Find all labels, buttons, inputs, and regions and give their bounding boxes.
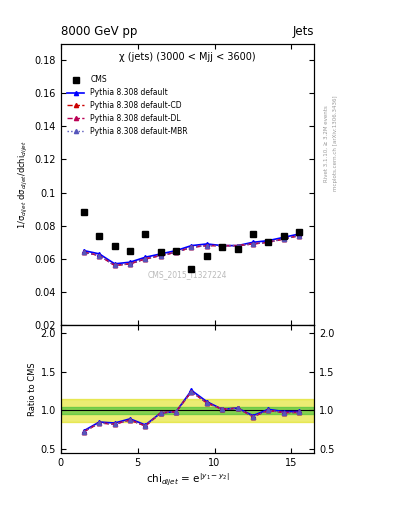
Pythia 8.308 default: [297, 231, 301, 237]
Pythia 8.308 default-CD: [128, 261, 132, 267]
Text: mcplots.cern.ch [arXiv:1306.3436]: mcplots.cern.ch [arXiv:1306.3436]: [333, 96, 338, 191]
Pythia 8.308 default-DL: [297, 232, 301, 239]
Pythia 8.308 default-CD: [235, 243, 240, 249]
Pythia 8.308 default: [220, 243, 224, 249]
Pythia 8.308 default-MBR: [82, 249, 86, 255]
CMS: [128, 247, 132, 253]
Text: Rivet 3.1.10, ≥ 3.2M events: Rivet 3.1.10, ≥ 3.2M events: [324, 105, 329, 182]
CMS: [174, 247, 178, 253]
CMS: [158, 249, 163, 255]
Y-axis label: Ratio to CMS: Ratio to CMS: [28, 362, 37, 416]
CMS: [189, 266, 194, 272]
Pythia 8.308 default-CD: [281, 236, 286, 242]
Text: χ (jets) (3000 < Mjj < 3600): χ (jets) (3000 < Mjj < 3600): [119, 52, 256, 62]
Pythia 8.308 default-MBR: [297, 232, 301, 239]
Pythia 8.308 default: [112, 261, 117, 267]
CMS: [297, 229, 301, 236]
Pythia 8.308 default-DL: [128, 261, 132, 267]
Pythia 8.308 default-MBR: [251, 241, 255, 247]
CMS: [82, 209, 86, 216]
Pythia 8.308 default: [82, 247, 86, 253]
Line: Pythia 8.308 default: Pythia 8.308 default: [82, 232, 301, 266]
Pythia 8.308 default-MBR: [112, 263, 117, 269]
Pythia 8.308 default-DL: [281, 236, 286, 242]
Pythia 8.308 default-CD: [82, 249, 86, 255]
Pythia 8.308 default-MBR: [189, 244, 194, 250]
Bar: [61, 407, 314, 414]
Pythia 8.308 default: [128, 259, 132, 265]
CMS: [220, 244, 224, 250]
Pythia 8.308 default-DL: [82, 249, 86, 255]
CMS: [112, 243, 117, 249]
Line: Pythia 8.308 default-DL: Pythia 8.308 default-DL: [82, 233, 301, 268]
Pythia 8.308 default: [251, 239, 255, 245]
Pythia 8.308 default: [235, 243, 240, 249]
Pythia 8.308 default-CD: [251, 241, 255, 247]
Pythia 8.308 default-DL: [97, 252, 102, 259]
Pythia 8.308 default-DL: [112, 263, 117, 269]
Bar: [61, 399, 314, 422]
Pythia 8.308 default-MBR: [235, 243, 240, 249]
CMS: [251, 231, 255, 237]
Line: Pythia 8.308 default-CD: Pythia 8.308 default-CD: [82, 233, 301, 268]
Pythia 8.308 default: [266, 238, 271, 244]
Pythia 8.308 default-DL: [266, 239, 271, 245]
Pythia 8.308 default-CD: [174, 249, 178, 255]
Pythia 8.308 default-DL: [204, 243, 209, 249]
Pythia 8.308 default-CD: [97, 252, 102, 259]
Text: 8000 GeV pp: 8000 GeV pp: [61, 26, 137, 38]
Pythia 8.308 default-CD: [266, 239, 271, 245]
Pythia 8.308 default-MBR: [128, 261, 132, 267]
Pythia 8.308 default: [97, 251, 102, 257]
CMS: [266, 239, 271, 245]
Pythia 8.308 default-DL: [174, 249, 178, 255]
Pythia 8.308 default-DL: [235, 243, 240, 249]
Pythia 8.308 default-CD: [297, 232, 301, 239]
Pythia 8.308 default-MBR: [143, 256, 148, 262]
Pythia 8.308 default-MBR: [220, 243, 224, 249]
Pythia 8.308 default-DL: [143, 256, 148, 262]
X-axis label: chi$_{dijet}$ = e$^{|y_1 - y_2|}$: chi$_{dijet}$ = e$^{|y_1 - y_2|}$: [146, 472, 230, 488]
Text: CMS_2015_I1327224: CMS_2015_I1327224: [148, 270, 228, 279]
Pythia 8.308 default-DL: [189, 244, 194, 250]
Pythia 8.308 default: [174, 247, 178, 253]
Pythia 8.308 default-CD: [189, 244, 194, 250]
Pythia 8.308 default-MBR: [97, 252, 102, 259]
Pythia 8.308 default-MBR: [204, 243, 209, 249]
Pythia 8.308 default-MBR: [266, 239, 271, 245]
Legend: CMS, Pythia 8.308 default, Pythia 8.308 default-CD, Pythia 8.308 default-DL, Pyt: CMS, Pythia 8.308 default, Pythia 8.308 …: [67, 75, 188, 136]
Pythia 8.308 default-CD: [158, 252, 163, 259]
Pythia 8.308 default-DL: [220, 243, 224, 249]
Text: Jets: Jets: [293, 26, 314, 38]
Pythia 8.308 default-MBR: [158, 252, 163, 259]
Pythia 8.308 default: [143, 254, 148, 260]
Pythia 8.308 default-CD: [220, 243, 224, 249]
Pythia 8.308 default-MBR: [174, 249, 178, 255]
Line: CMS: CMS: [81, 209, 302, 272]
CMS: [281, 232, 286, 239]
CMS: [204, 252, 209, 259]
Pythia 8.308 default-DL: [251, 241, 255, 247]
Pythia 8.308 default: [204, 241, 209, 247]
Pythia 8.308 default-MBR: [281, 236, 286, 242]
Pythia 8.308 default: [281, 234, 286, 241]
Pythia 8.308 default: [158, 251, 163, 257]
Pythia 8.308 default: [189, 243, 194, 249]
Pythia 8.308 default-CD: [204, 243, 209, 249]
Pythia 8.308 default-CD: [112, 263, 117, 269]
Pythia 8.308 default-CD: [143, 256, 148, 262]
Pythia 8.308 default-DL: [158, 252, 163, 259]
Line: Pythia 8.308 default-MBR: Pythia 8.308 default-MBR: [82, 233, 301, 268]
CMS: [235, 246, 240, 252]
CMS: [143, 231, 148, 237]
Y-axis label: 1/σ$_{dijet}$ dσ$_{dijet}$/dchi$_{dijet}$: 1/σ$_{dijet}$ dσ$_{dijet}$/dchi$_{dijet}…: [17, 140, 30, 229]
CMS: [97, 232, 102, 239]
